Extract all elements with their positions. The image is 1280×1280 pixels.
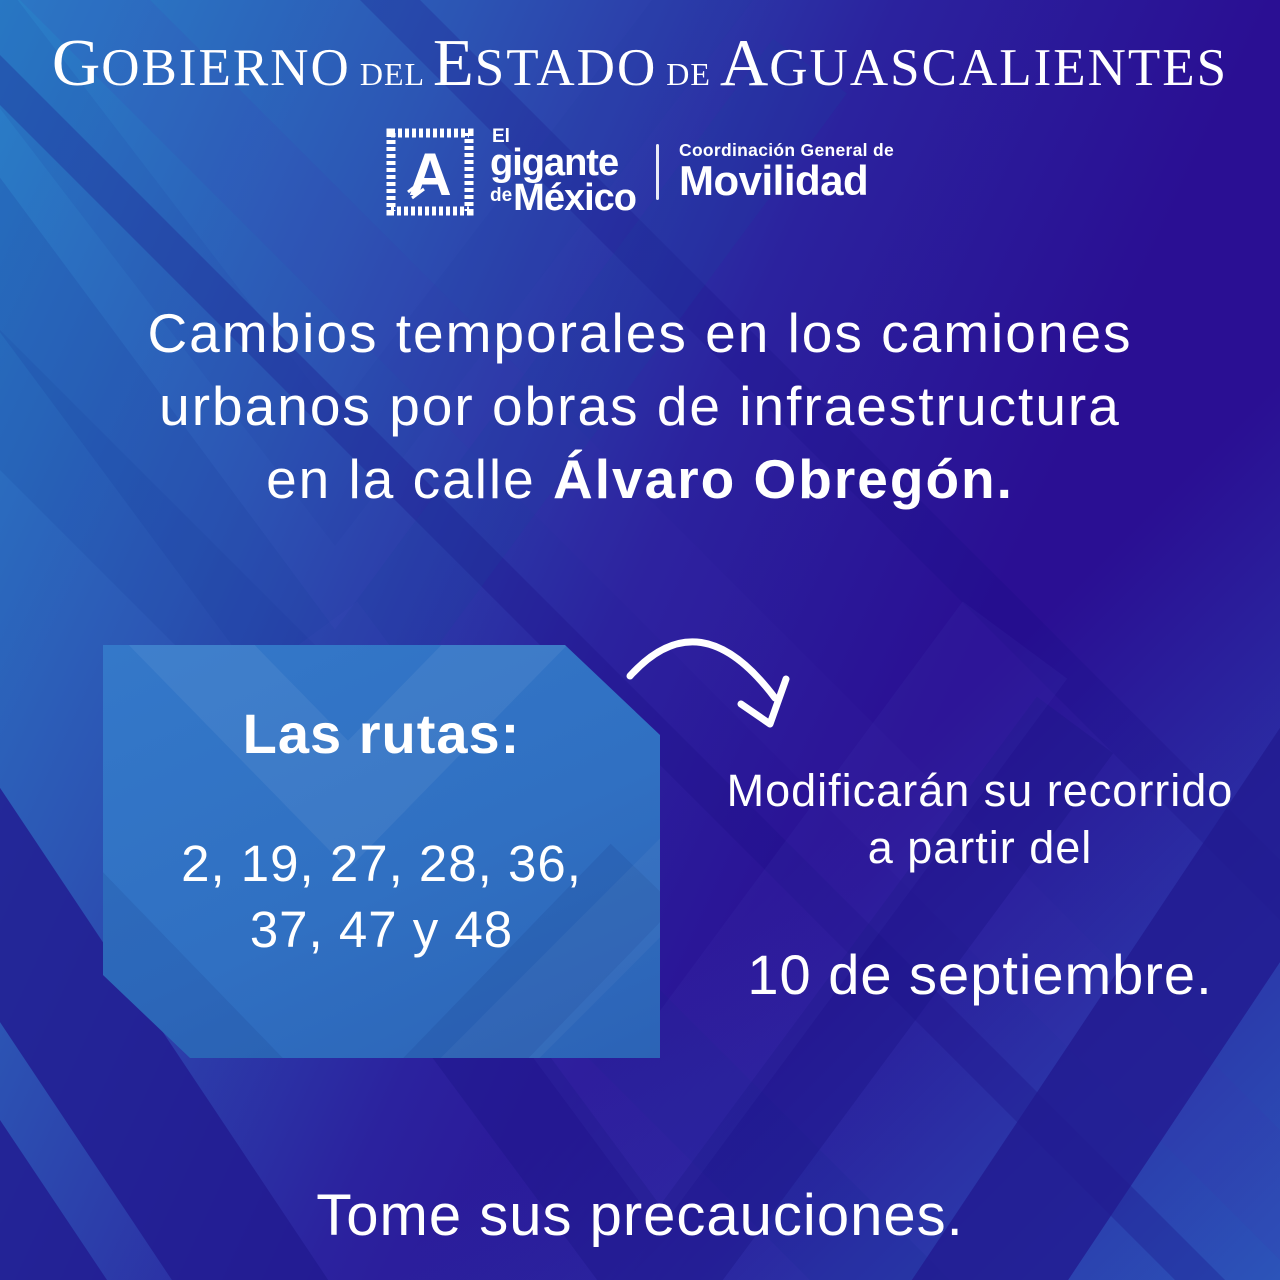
announcement-line1: Cambios temporales en los camiones	[147, 302, 1133, 364]
brand-gigante-de-mexico: El gigante deMéxico	[489, 126, 637, 217]
corner-band	[0, 1120, 107, 1280]
schedule-line2: a partir del	[867, 822, 1093, 873]
routes-numbers-line2: 37, 47 y 48	[249, 901, 514, 958]
title-segment: DEL	[350, 56, 433, 92]
title-segment: G	[51, 26, 102, 100]
title-segment: STADO	[474, 39, 658, 97]
schedule-line1: Modificarán su recorrido	[726, 765, 1234, 816]
page-title: GOBIERNO DEL ESTADO DE AGUASCALIENTES	[0, 30, 1280, 97]
routes-title: Las rutas:	[242, 702, 521, 765]
title-segment: A	[719, 26, 770, 100]
logo-bar: A El gigante deMéxico Coordinación Gener…	[0, 124, 1280, 220]
routes-numbers: 2, 19, 27, 28, 36, 37, 47 y 48	[103, 831, 660, 963]
announcement-line3: en la calle Álvaro Obregón.	[0, 443, 1280, 516]
aguascalientes-logo-icon: A	[386, 128, 474, 216]
department-line1: Coordinación General de	[679, 139, 894, 160]
title-segment: E	[432, 26, 475, 100]
footer-warning: Tome sus precauciones.	[316, 1183, 964, 1248]
title-segment: GUASCALIENTES	[769, 39, 1229, 97]
department-line2: Movilidad	[679, 156, 869, 204]
brand-line-gigante: gigante	[489, 141, 619, 184]
announcement-line2: urbanos por obras de infraestructura	[159, 375, 1121, 437]
department-movilidad: Coordinación General de Movilidad	[679, 139, 894, 204]
announcement-line3-period: .	[996, 448, 1014, 510]
title-segment: DE	[657, 56, 720, 92]
curved-arrow-icon	[626, 638, 790, 728]
announcement-line3-regular: en la calle	[266, 448, 554, 510]
brand-mexico-text: México	[513, 176, 637, 219]
brand-line-de: de	[489, 184, 513, 206]
routes-numbers-line1: 2, 19, 27, 28, 36,	[181, 835, 582, 892]
brand-line-mexico: deMéxico	[489, 179, 637, 217]
announcement-heading: Cambios temporales en los camiones urban…	[0, 297, 1280, 516]
schedule-text: Modificarán su recorrido a partir del	[700, 762, 1260, 876]
routes-box: Las rutas: 2, 19, 27, 28, 36, 37, 47 y 4…	[103, 645, 660, 1058]
title-segment: OBIERNO	[101, 39, 351, 97]
routes-box-chevron-pattern	[103, 645, 660, 1058]
svg-text:A: A	[408, 141, 451, 208]
schedule-date: 10 de septiembre.	[747, 943, 1213, 1006]
brand-line-el: El	[491, 126, 510, 148]
logo-divider	[656, 144, 659, 200]
street-name: Álvaro Obregón	[553, 448, 997, 510]
